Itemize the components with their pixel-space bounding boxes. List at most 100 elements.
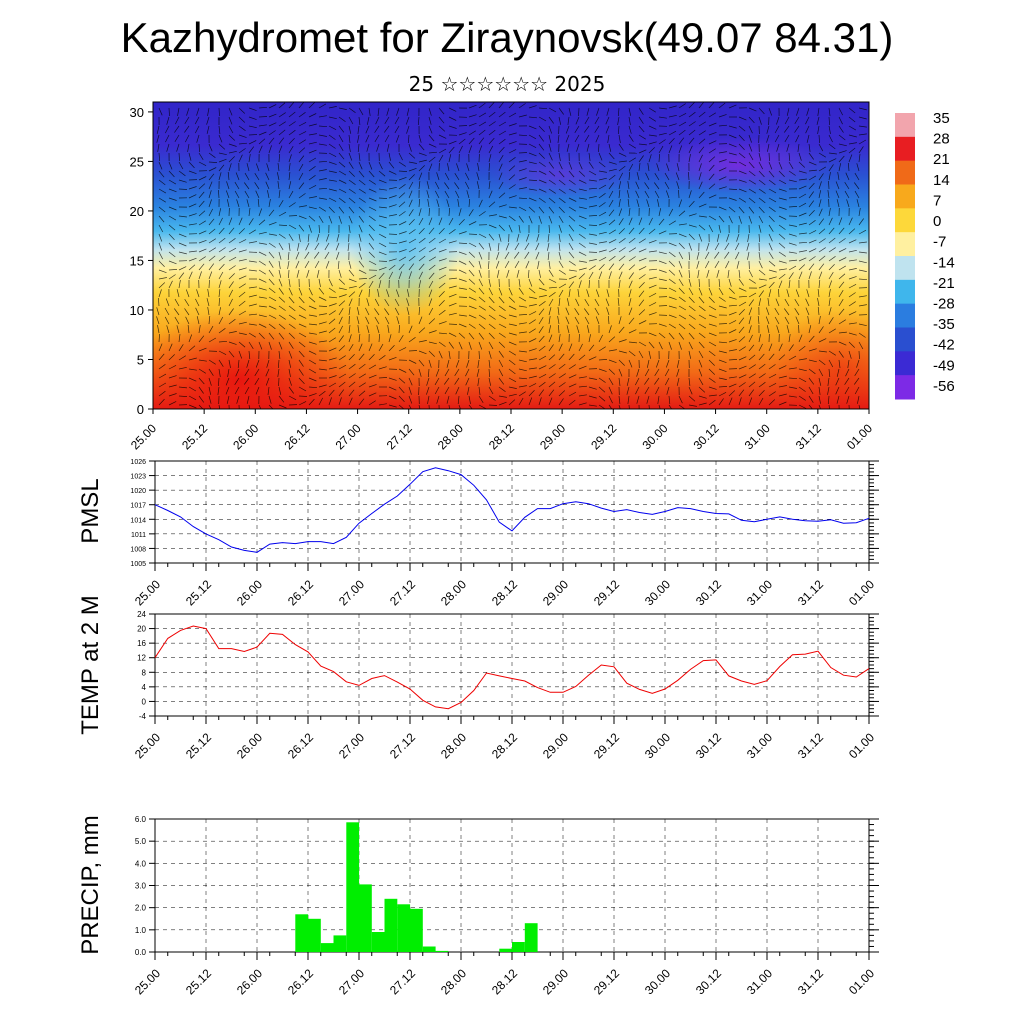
x-tick-label: 30.12 — [693, 966, 724, 997]
wind-barb — [658, 218, 665, 226]
wind-barb — [518, 368, 527, 372]
wind-barb — [408, 337, 416, 343]
wind-barb — [366, 116, 370, 125]
wind-barb — [818, 143, 824, 152]
wind-barb — [358, 197, 366, 203]
wind-barb — [408, 377, 413, 386]
wind-barb — [304, 260, 310, 269]
wind-barb — [408, 209, 414, 217]
wind-barb — [738, 197, 746, 203]
wind-barb — [788, 161, 794, 169]
x-tick-label: 31.00 — [744, 577, 775, 608]
wind-barb — [268, 260, 274, 268]
wind-barb — [388, 356, 397, 361]
wind-barb — [748, 354, 756, 361]
wind-barb — [768, 260, 776, 267]
wind-barb — [538, 179, 547, 184]
wind-barb — [298, 102, 305, 109]
wind-barb — [438, 238, 447, 244]
wind-barb — [548, 179, 556, 185]
wind-barb — [338, 197, 346, 204]
heatmap-cold-core-2 — [490, 153, 630, 197]
wind-barb — [538, 134, 545, 142]
wind-barb — [168, 260, 177, 265]
wind-barb — [648, 302, 657, 307]
wind-barb — [548, 116, 554, 124]
wind-barb — [288, 269, 290, 279]
wind-barb — [408, 368, 415, 376]
y-axis-label: TEMP at 2 M — [77, 595, 104, 735]
wind-barb — [768, 161, 773, 170]
wind-barb — [568, 289, 571, 298]
wind-barb — [478, 121, 487, 127]
wind-barb — [808, 152, 814, 160]
wind-barb — [228, 256, 237, 262]
wind-barb — [718, 186, 727, 190]
wind-barb — [508, 399, 516, 406]
wind-barb — [648, 250, 657, 253]
wind-barb — [158, 382, 167, 388]
wind-barb — [748, 215, 753, 224]
wind-barb — [244, 172, 250, 181]
wind-barb — [158, 390, 166, 397]
wind-barb — [618, 152, 627, 157]
wind-barb — [508, 224, 513, 233]
wind-barb — [738, 365, 747, 370]
wind-barb — [308, 398, 315, 406]
wind-barb — [454, 377, 460, 385]
wind-barb — [548, 325, 552, 334]
wind-barb — [238, 291, 246, 298]
wind-barb — [468, 314, 477, 319]
wind-barb — [828, 217, 833, 226]
wind-barb — [688, 154, 691, 163]
wind-barb — [268, 269, 274, 277]
wind-barb — [678, 189, 680, 199]
wind-barb — [178, 170, 186, 177]
wind-barb — [166, 325, 170, 334]
wind-barb — [188, 194, 197, 199]
wind-barb — [718, 305, 727, 309]
wind-barb — [768, 399, 776, 406]
wind-barb — [188, 386, 197, 392]
wind-barb — [618, 377, 621, 386]
wind-barb — [838, 217, 843, 226]
wind-barb — [548, 125, 553, 134]
x-tick-label: 30.00 — [642, 577, 673, 608]
wind-barb — [704, 260, 710, 269]
wind-barb — [748, 389, 755, 397]
wind-barb — [808, 230, 817, 235]
wind-barb — [818, 247, 826, 253]
wind-barb — [478, 137, 485, 145]
wind-barb — [858, 341, 864, 350]
wind-barb — [488, 323, 496, 330]
wind-barb — [648, 284, 657, 289]
heatmap-warm-core-2 — [770, 310, 869, 409]
wind-barb — [617, 107, 620, 117]
wind-barb — [248, 269, 257, 272]
wind-barb — [708, 323, 717, 327]
x-tick-label: 25.00 — [132, 966, 163, 997]
wind-barb — [368, 215, 376, 221]
wind-barb — [156, 125, 160, 134]
wind-barb — [238, 275, 247, 280]
wind-barb — [338, 325, 344, 334]
wind-barb — [198, 359, 207, 362]
wind-barb — [408, 199, 413, 208]
wind-barb — [238, 249, 247, 253]
wind-barb — [408, 350, 418, 352]
wind-barb — [428, 116, 432, 125]
wind-barb — [378, 333, 381, 343]
wind-barb — [678, 278, 684, 286]
wind-barb — [716, 233, 720, 242]
pmsl-chart: 25.00 25.12 26.00 26.12 27.00 27.12 28.00 28.12… — [77, 459, 879, 608]
wind-barb — [238, 239, 247, 244]
wind-barb — [758, 278, 767, 281]
wind-barb — [688, 171, 690, 181]
wind-barb — [398, 271, 403, 280]
wind-barb — [258, 323, 267, 328]
wind-barb — [798, 345, 806, 352]
wind-barb — [578, 354, 586, 361]
wind-barb — [158, 242, 163, 251]
wind-barb — [314, 251, 320, 259]
wind-barb — [268, 113, 277, 118]
